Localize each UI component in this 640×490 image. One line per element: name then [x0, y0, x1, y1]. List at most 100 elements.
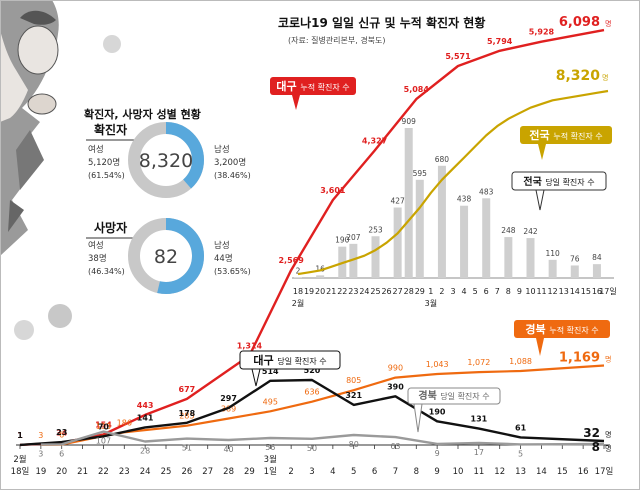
callout-text-part: 경북: [525, 322, 549, 336]
inset-bar-label: 253: [368, 225, 383, 234]
data-label: 5,571: [445, 52, 471, 61]
confirmed-male-count: 3,200명: [214, 157, 246, 168]
series-line-3: [19, 378, 605, 447]
callout-tail: [536, 338, 544, 356]
data-label: 283: [179, 412, 194, 421]
callout-box: [511, 171, 607, 191]
data-label: 805: [346, 376, 361, 385]
inset-bar: [316, 275, 325, 278]
data-label: 321: [345, 391, 362, 400]
inset-bar: [570, 265, 579, 278]
coughing-person-illustration: [0, 0, 59, 256]
value-unit: 명: [605, 430, 611, 439]
confirmed-label: 확진자: [94, 122, 127, 137]
inset-x-tick-label: 6: [484, 287, 489, 296]
chart-source: (자료: 질병관리본부, 경북도): [288, 35, 386, 45]
inset-bar-label: 2: [296, 267, 301, 276]
inset-x-tick-label: 7: [495, 287, 500, 296]
data-label: 3,601: [320, 186, 346, 195]
x-tick-label: 8: [414, 467, 419, 477]
x-tick-label: 25: [161, 467, 172, 477]
callout-text-part: 대구: [253, 353, 277, 367]
data-label: 141: [137, 413, 154, 422]
callout-tail: [535, 189, 545, 211]
data-label: 297: [220, 394, 237, 403]
callout: 대구 당일 확진자 수: [239, 350, 341, 387]
inset-x-tick-label: 9: [517, 287, 522, 296]
callout-text-part: 누적 확진자 수: [553, 131, 602, 141]
callout-box: [407, 387, 501, 405]
data-label: 6: [59, 431, 64, 440]
inset-bar: [592, 264, 601, 278]
callout-box: [270, 77, 356, 95]
callout-text-part: 당일 확진자 수: [277, 356, 326, 366]
inset-bar-label: 207: [346, 233, 361, 242]
data-label: 636: [304, 388, 319, 397]
x-tick-label: 10: [453, 467, 464, 477]
x-tick-label: 16: [578, 467, 589, 477]
value-unit: 명: [605, 19, 611, 28]
callout-tail: [413, 403, 423, 433]
inset-bar: [482, 198, 491, 278]
data-label: 990: [388, 364, 403, 373]
data-label: 133: [96, 422, 111, 431]
x-tick-label: 7: [393, 467, 398, 477]
callout-daegu-daily: 대구 당일 확진자 수: [253, 353, 326, 367]
data-label-last: 1,169: [559, 350, 600, 365]
inset-x-tick-label: 13: [559, 287, 569, 296]
x-tick-label: 3: [309, 467, 314, 477]
virus-icon: [14, 35, 121, 340]
inset-bar: [349, 243, 358, 278]
deaths-donut-male: [128, 218, 204, 294]
callout-national-daily: 전국 당일 확진자 수: [523, 175, 594, 188]
inset-bar: [548, 259, 557, 278]
callout-tail: [251, 368, 261, 387]
data-label: 390: [387, 382, 404, 391]
data-label: 34: [56, 429, 68, 438]
callout: 전국 당일 확진자 수: [511, 171, 607, 211]
data-label: 131: [471, 415, 488, 424]
inset-x-tick-label: 12: [548, 287, 558, 296]
callout-text-part: 누적 확진자 수: [549, 325, 598, 335]
confirmed-male-label: 남성: [214, 145, 230, 155]
inset-month-label: 3월: [425, 298, 437, 308]
data-label: 5,928: [529, 28, 555, 37]
data-label: 5,084: [404, 85, 430, 94]
inset-bar-label: 84: [592, 253, 602, 262]
inset-x-tick-label: 24: [359, 287, 369, 296]
inset-month-label: 2월: [292, 298, 304, 308]
inset-bar: [526, 238, 535, 278]
inset-x-tick-label: 23: [348, 287, 358, 296]
data-label: 4,327: [362, 137, 387, 146]
callout-text-part: 전국: [523, 175, 545, 188]
data-label: 1,072: [467, 358, 490, 367]
data-label: 443: [137, 401, 154, 410]
callout-gyeongbuk-daily: 경북 당일 확진자 수: [418, 389, 489, 402]
deaths-male-count: 44명: [214, 253, 233, 264]
data-label: 677: [179, 385, 196, 394]
x-tick-label: 1일: [264, 467, 277, 477]
inset-bar: [504, 237, 513, 278]
data-label: 51: [182, 444, 192, 453]
inset-x-tick-label: 22: [337, 287, 347, 296]
inset-x-tick-label: 14: [570, 287, 580, 296]
inset-bar: [415, 179, 424, 278]
inset-bar-label: 438: [457, 195, 472, 204]
x-tick-label: 28: [223, 467, 234, 477]
x-tick-label: 13: [515, 467, 526, 477]
confirmed-donut-male: [128, 122, 204, 198]
chart-title: 코로나19 일일 신규 및 누적 확진자 현황: [278, 15, 485, 30]
x-tick-label: 23: [119, 467, 130, 477]
inset-x-tick-label: 15: [581, 287, 591, 296]
confirmed-female-count: 5,120명: [88, 157, 120, 168]
inset-x-tick-label: 10: [525, 287, 535, 296]
confirmed-female-pct: (61.54%): [88, 171, 125, 180]
callout-text-part: 당일 확진자 수: [440, 391, 489, 401]
data-label: 50: [307, 444, 317, 453]
inset-bar-label: 110: [545, 249, 560, 258]
data-label: 3: [38, 450, 43, 459]
inset-bar-label: 76: [570, 254, 580, 263]
deaths-female-count: 38명: [88, 253, 107, 264]
callout-gyeongbuk-cumulative: 경북 누적 확진자 수: [525, 322, 598, 336]
x-tick-label: 12: [494, 467, 505, 477]
